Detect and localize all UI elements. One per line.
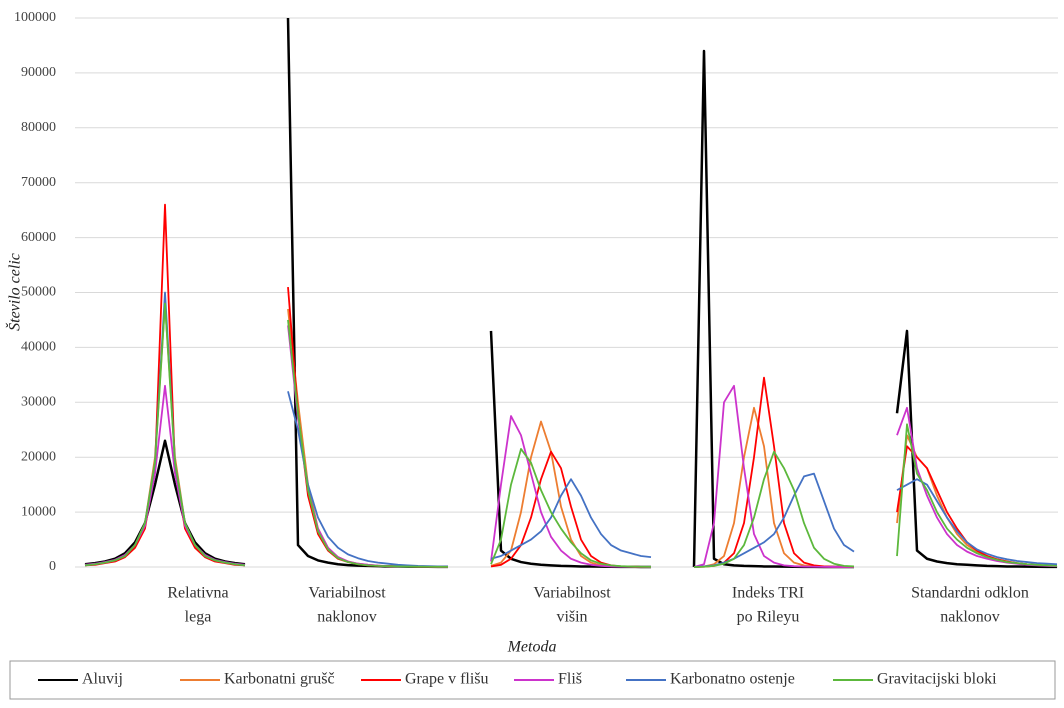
series-line xyxy=(896,434,1058,567)
series-line xyxy=(693,450,855,568)
legend-label: Gravitacijski bloki xyxy=(877,671,997,688)
series-line xyxy=(84,302,246,567)
y-tick-label: 30000 xyxy=(21,395,56,410)
y-tick-label: 100000 xyxy=(14,10,56,25)
series-line xyxy=(896,478,1058,566)
series-line xyxy=(692,49,854,569)
x-tick-label: Variabilnost xyxy=(308,585,386,602)
series-line xyxy=(287,319,449,568)
x-tick-label: Standardni odklon xyxy=(911,585,1029,602)
y-tick-label: 90000 xyxy=(21,65,56,80)
y-tick-label: 40000 xyxy=(21,340,56,355)
series-line xyxy=(693,406,855,568)
series-line xyxy=(896,406,1058,568)
series-line xyxy=(84,302,246,567)
x-tick-label: po Rileyu xyxy=(737,609,800,626)
legend-label: Aluvij xyxy=(82,671,123,688)
x-tick-label: Variabilnost xyxy=(533,585,611,602)
x-tick-label: naklonov xyxy=(317,609,377,626)
series-line xyxy=(693,384,854,568)
series-line xyxy=(895,329,1058,569)
x-tick-label: višin xyxy=(556,609,587,626)
series-line xyxy=(287,391,449,568)
y-tick-label: 20000 xyxy=(21,449,56,464)
series-line xyxy=(84,439,246,566)
series-line xyxy=(896,423,1058,567)
legend-label: Karbonatno ostenje xyxy=(670,671,795,688)
y-axis-title: Število celic xyxy=(5,253,24,331)
x-tick-label: lega xyxy=(185,609,212,626)
y-tick-label: 0 xyxy=(49,559,56,574)
series-line xyxy=(84,384,246,566)
x-tick-label: Indeks TRI xyxy=(732,585,804,602)
y-tick-label: 60000 xyxy=(21,230,56,245)
series-line xyxy=(84,291,246,567)
y-tick-label: 80000 xyxy=(21,120,56,135)
series-line xyxy=(490,478,652,560)
legend-box xyxy=(9,660,1056,700)
y-tick-label: 70000 xyxy=(21,175,56,190)
y-tick-label: 50000 xyxy=(21,285,56,300)
series-line xyxy=(287,286,449,568)
series-line xyxy=(287,325,449,568)
x-tick-label: naklonov xyxy=(940,609,1000,626)
legend-label: Fliš xyxy=(558,671,582,688)
series-line xyxy=(896,445,1058,567)
y-tick-label: 10000 xyxy=(21,504,56,519)
series-line xyxy=(490,448,652,568)
legend-label: Karbonatni grušč xyxy=(224,671,335,688)
series-line xyxy=(490,415,652,568)
legend-label: Grape v flišu xyxy=(405,671,489,688)
series-line xyxy=(490,420,652,568)
x-tick-label: Relativna xyxy=(167,585,228,602)
x-axis-title: Metoda xyxy=(507,639,557,656)
